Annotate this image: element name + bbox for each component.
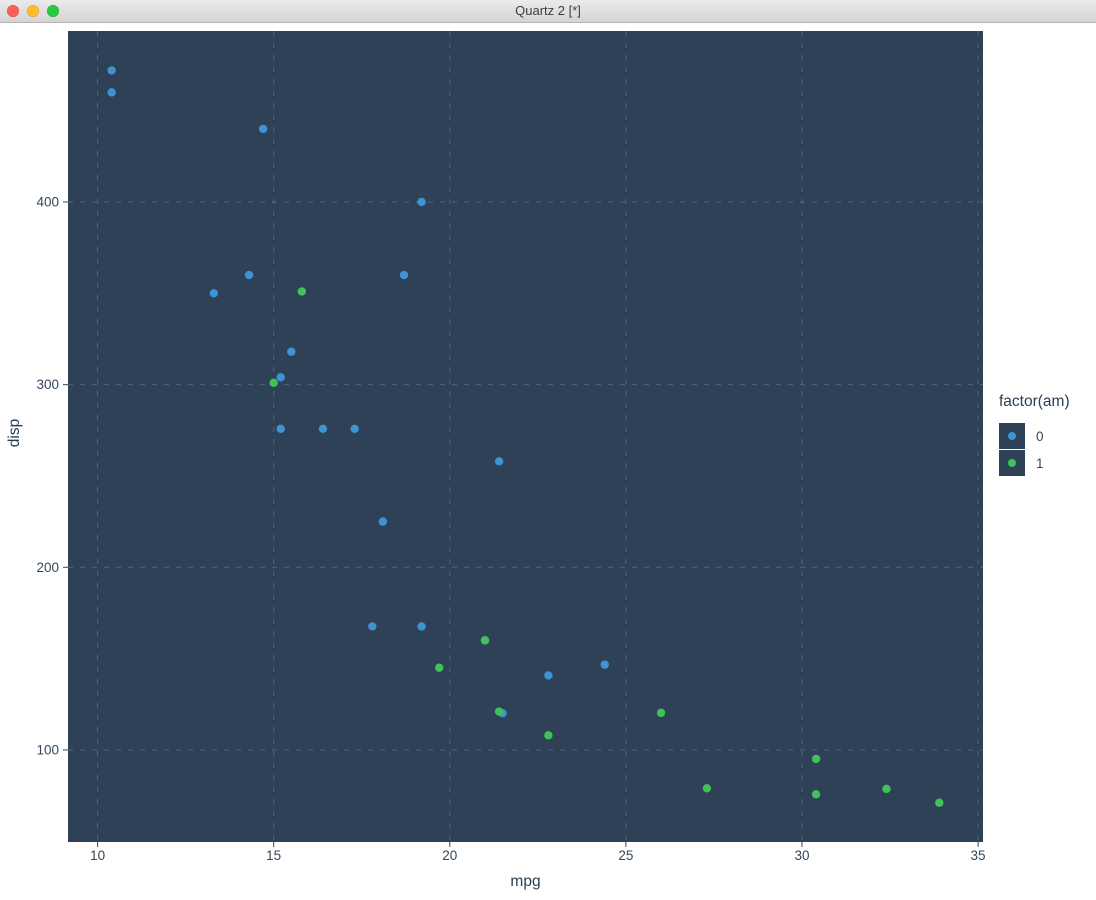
data-point-am0	[417, 197, 426, 207]
y-tick-label: 300	[36, 377, 59, 392]
data-point-am1	[702, 784, 712, 793]
data-point-am0	[276, 424, 285, 434]
data-point-am0	[107, 66, 116, 75]
traffic-lights	[7, 5, 59, 17]
legend-point-icon	[1008, 432, 1016, 440]
data-point-am1	[480, 636, 490, 645]
data-point-am0	[287, 347, 296, 356]
data-point-am0	[417, 622, 426, 631]
x-tick-label: 30	[794, 848, 809, 863]
data-point-am1	[269, 378, 278, 387]
data-point-am1	[656, 708, 666, 718]
window-title: Quartz 2 [*]	[515, 3, 581, 18]
legend-key-swatch	[999, 423, 1025, 449]
y-tick-label: 200	[36, 560, 59, 575]
scatter-chart: 10 15 20 25 30 35 100 200 300 400	[36, 31, 986, 863]
data-point-am0	[600, 660, 609, 669]
x-tick-label: 20	[442, 848, 457, 863]
legend-entry-label: 0	[1036, 428, 1044, 444]
data-point-am1	[544, 731, 553, 740]
plot-region: 10 15 20 25 30 35 100 200 300 400 mpg disp factor…	[0, 23, 1096, 900]
data-point-am1	[494, 707, 504, 716]
y-tick-label: 400	[36, 194, 59, 209]
close-button[interactable]	[7, 5, 19, 17]
data-point-am1	[882, 784, 891, 794]
data-point-am0	[399, 270, 409, 280]
legend-entry-label: 1	[1036, 455, 1044, 471]
data-point-am0	[368, 622, 377, 631]
data-point-am1	[297, 287, 307, 296]
legend-entry: 0	[999, 423, 1070, 449]
legend-title: factor(am)	[999, 393, 1070, 410]
data-point-am1	[811, 754, 821, 764]
data-point-am0	[494, 457, 504, 466]
y-tick-label: 100	[36, 742, 59, 757]
zoom-button[interactable]	[47, 5, 59, 17]
data-point-am0	[258, 124, 268, 134]
legend-entry: 1	[999, 450, 1070, 476]
legend-point-icon	[1008, 459, 1016, 467]
x-tick-label: 10	[90, 848, 105, 863]
data-point-am0	[244, 270, 254, 280]
minimize-button[interactable]	[27, 5, 39, 17]
plot-panel	[68, 31, 983, 842]
y-axis-title: disp	[6, 418, 23, 448]
data-point-am0	[544, 671, 553, 680]
legend-key-swatch	[999, 450, 1025, 476]
data-point-am1	[811, 790, 821, 799]
data-point-am0	[276, 373, 285, 382]
data-point-am0	[318, 424, 328, 434]
data-point-am0	[378, 517, 388, 526]
data-point-am0	[107, 88, 116, 97]
x-axis-title: mpg	[510, 873, 541, 890]
x-tick-label: 25	[618, 848, 633, 863]
x-tick-label: 35	[971, 848, 986, 863]
window-titlebar[interactable]: Quartz 2 [*]	[0, 0, 1096, 23]
data-point-am1	[435, 663, 444, 672]
data-point-am0	[350, 424, 359, 434]
data-point-am1	[935, 798, 944, 807]
data-point-am0	[209, 289, 219, 298]
x-tick-label: 15	[266, 848, 281, 863]
